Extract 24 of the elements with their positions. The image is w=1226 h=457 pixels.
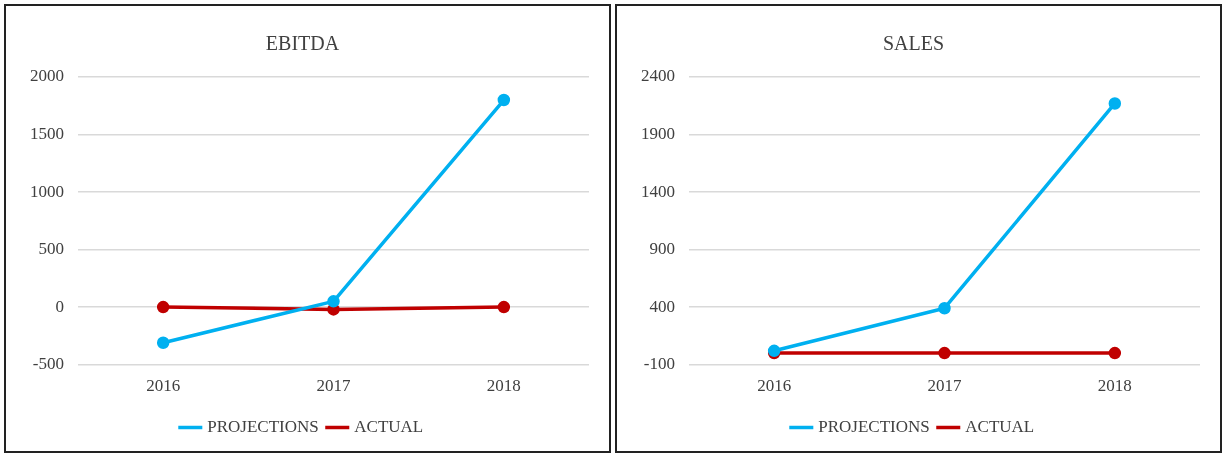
y-tick-label: 2000	[30, 66, 64, 86]
legend-label: PROJECTIONS	[207, 416, 319, 436]
x-tick-label: 2018	[486, 376, 521, 396]
x-tick-label: 2016	[146, 376, 181, 396]
chart-title: SALES	[882, 32, 945, 55]
x-tick-label: 2017	[316, 376, 351, 396]
x-tick-label: 2018	[1097, 376, 1132, 396]
y-tick-label: -100	[643, 354, 675, 374]
y-tick-label: -500	[32, 354, 64, 374]
y-tick-label: 400	[649, 296, 675, 316]
y-tick-label: 1900	[641, 123, 675, 143]
y-tick-label: 500	[38, 239, 64, 259]
x-tick-label: 2016	[757, 376, 792, 396]
y-tick-label: 2400	[641, 66, 675, 86]
x-tick-label: 2017	[927, 376, 962, 396]
y-tick-label: 1000	[30, 181, 64, 201]
legend-label: ACTUAL	[965, 416, 1035, 436]
y-tick-label: 1400	[641, 181, 675, 201]
chart-title: EBITDA	[265, 32, 340, 55]
y-tick-label: 900	[649, 239, 675, 259]
legend-label: ACTUAL	[354, 416, 424, 436]
y-tick-label: 1500	[30, 123, 64, 143]
legend-label: PROJECTIONS	[818, 416, 930, 436]
y-tick-label: 0	[55, 296, 64, 316]
